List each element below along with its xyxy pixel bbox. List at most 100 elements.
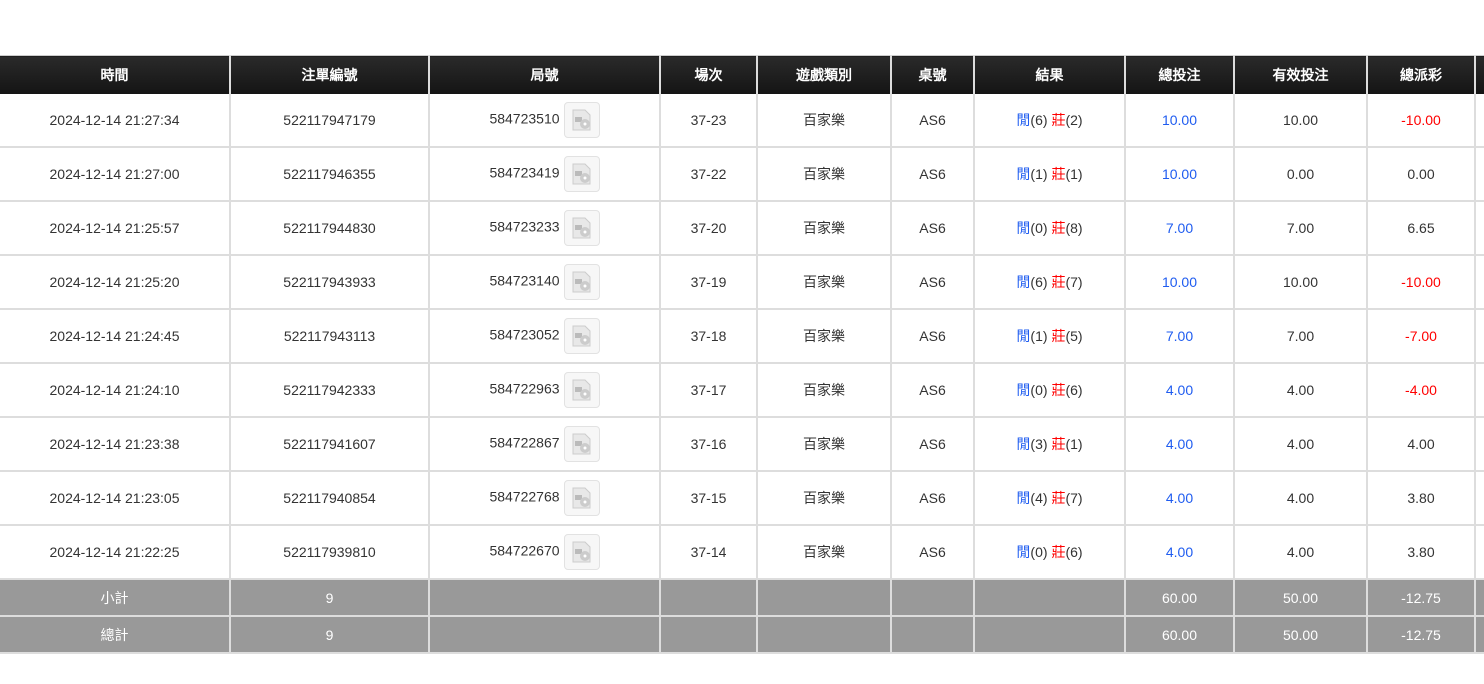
banker-label: 莊 [1051,274,1066,290]
summary-valid: 50.00 [1234,616,1368,654]
summary-row: 總計 9 60.00 50.00 -12.75 [0,616,1484,654]
column-header: 時間 [0,55,231,94]
round-number: 584723510 [489,110,560,127]
player-label: 閒 [1016,490,1031,506]
player-score: (4) [1030,490,1048,506]
valid-bet: 7.00 [1234,201,1368,256]
banker-score: (5) [1065,328,1083,344]
payout: -7.00 [1367,309,1476,364]
banker-label: 莊 [1051,544,1066,560]
video-replay-icon[interactable] [563,534,600,570]
summary-count: 9 [230,616,430,654]
banker-score: (1) [1065,436,1083,452]
extra-cell [1475,255,1484,310]
player-label: 閒 [1016,544,1031,560]
video-replay-icon[interactable] [563,264,600,300]
table-id: AS6 [891,201,975,256]
game-type: 百家樂 [757,417,892,472]
bet-id: 522117941607 [230,417,430,472]
player-label: 閒 [1016,112,1031,128]
round-cell: 584722867 [429,417,661,472]
column-header-extra [1475,55,1484,94]
bet-time: 2024-12-14 21:27:34 [0,94,231,148]
video-replay-icon[interactable] [563,480,600,516]
bet-id: 522117944830 [230,201,430,256]
table-row: 2024-12-14 21:25:57 522117944830 5847232… [0,201,1484,256]
table-id: AS6 [891,147,975,202]
total-bet: 10.00 [1125,94,1235,148]
column-header: 注單編號 [230,55,430,94]
round-number: 584722867 [489,434,560,451]
column-header: 有效投注 [1234,55,1368,94]
empty-cell [429,579,661,617]
column-header: 總派彩 [1367,55,1476,94]
valid-bet: 10.00 [1234,94,1368,148]
extra-cell [1475,147,1484,202]
shoe: 37-18 [660,309,758,364]
game-type: 百家樂 [757,147,892,202]
total-bet: 7.00 [1125,201,1235,256]
banker-label: 莊 [1051,436,1066,452]
video-replay-icon[interactable] [563,156,600,192]
shoe: 37-16 [660,417,758,472]
table-row: 2024-12-14 21:27:34 522117947179 5847235… [0,94,1484,148]
banker-score: (6) [1065,544,1083,560]
result: 閒(4) 莊(7) [974,471,1126,526]
table-header: 時間 注單編號 局號 場次 遊戲類別 桌號 結果 總投注 有效投注 總派彩 [0,55,1484,94]
banker-label: 莊 [1051,382,1066,398]
result: 閒(3) 莊(1) [974,417,1126,472]
valid-bet: 0.00 [1234,147,1368,202]
payout: 4.00 [1367,417,1476,472]
bet-time: 2024-12-14 21:24:45 [0,309,231,364]
summary-label: 總計 [0,616,231,654]
empty-cell [891,579,975,617]
video-replay-icon[interactable] [563,210,600,246]
round-cell: 584723140 [429,255,661,310]
empty-cell [660,579,758,617]
valid-bet: 4.00 [1234,363,1368,418]
column-header: 遊戲類別 [757,55,892,94]
column-header: 局號 [429,55,661,94]
round-number: 584723419 [489,164,560,181]
extra-cell [1475,417,1484,472]
video-replay-icon[interactable] [563,318,600,354]
banker-score: (2) [1065,112,1083,128]
column-header: 桌號 [891,55,975,94]
banker-score: (8) [1065,220,1083,236]
table-id: AS6 [891,255,975,310]
round-number: 584723233 [489,218,560,235]
round-cell: 584723052 [429,309,661,364]
banker-label: 莊 [1051,328,1066,344]
bet-id: 522117939810 [230,525,430,580]
round-number: 584722963 [489,380,560,397]
player-label: 閒 [1016,382,1031,398]
table-id: AS6 [891,309,975,364]
shoe: 37-19 [660,255,758,310]
banker-score: (6) [1065,382,1083,398]
table-row: 2024-12-14 21:23:05 522117940854 5847227… [0,471,1484,526]
shoe: 37-14 [660,525,758,580]
empty-cell [757,616,892,654]
bet-records-table: 時間 注單編號 局號 場次 遊戲類別 桌號 結果 總投注 有效投注 總派彩 2024-12-14 … [0,55,1484,654]
extra-cell [1475,363,1484,418]
total-bet: 4.00 [1125,525,1235,580]
bet-id: 522117947179 [230,94,430,148]
video-replay-icon[interactable] [563,102,600,138]
result: 閒(0) 莊(6) [974,363,1126,418]
banker-label: 莊 [1051,220,1066,236]
player-score: (6) [1030,274,1048,290]
video-replay-icon[interactable] [563,426,600,462]
shoe: 37-20 [660,201,758,256]
shoe: 37-22 [660,147,758,202]
player-label: 閒 [1016,436,1031,452]
video-replay-icon[interactable] [563,372,600,408]
summary-label: 小計 [0,579,231,617]
shoe: 37-15 [660,471,758,526]
player-score: (1) [1030,328,1048,344]
column-header: 結果 [974,55,1126,94]
game-type: 百家樂 [757,309,892,364]
result: 閒(6) 莊(2) [974,94,1126,148]
extra-cell [1475,94,1484,148]
game-type: 百家樂 [757,201,892,256]
extra-cell [1475,201,1484,256]
